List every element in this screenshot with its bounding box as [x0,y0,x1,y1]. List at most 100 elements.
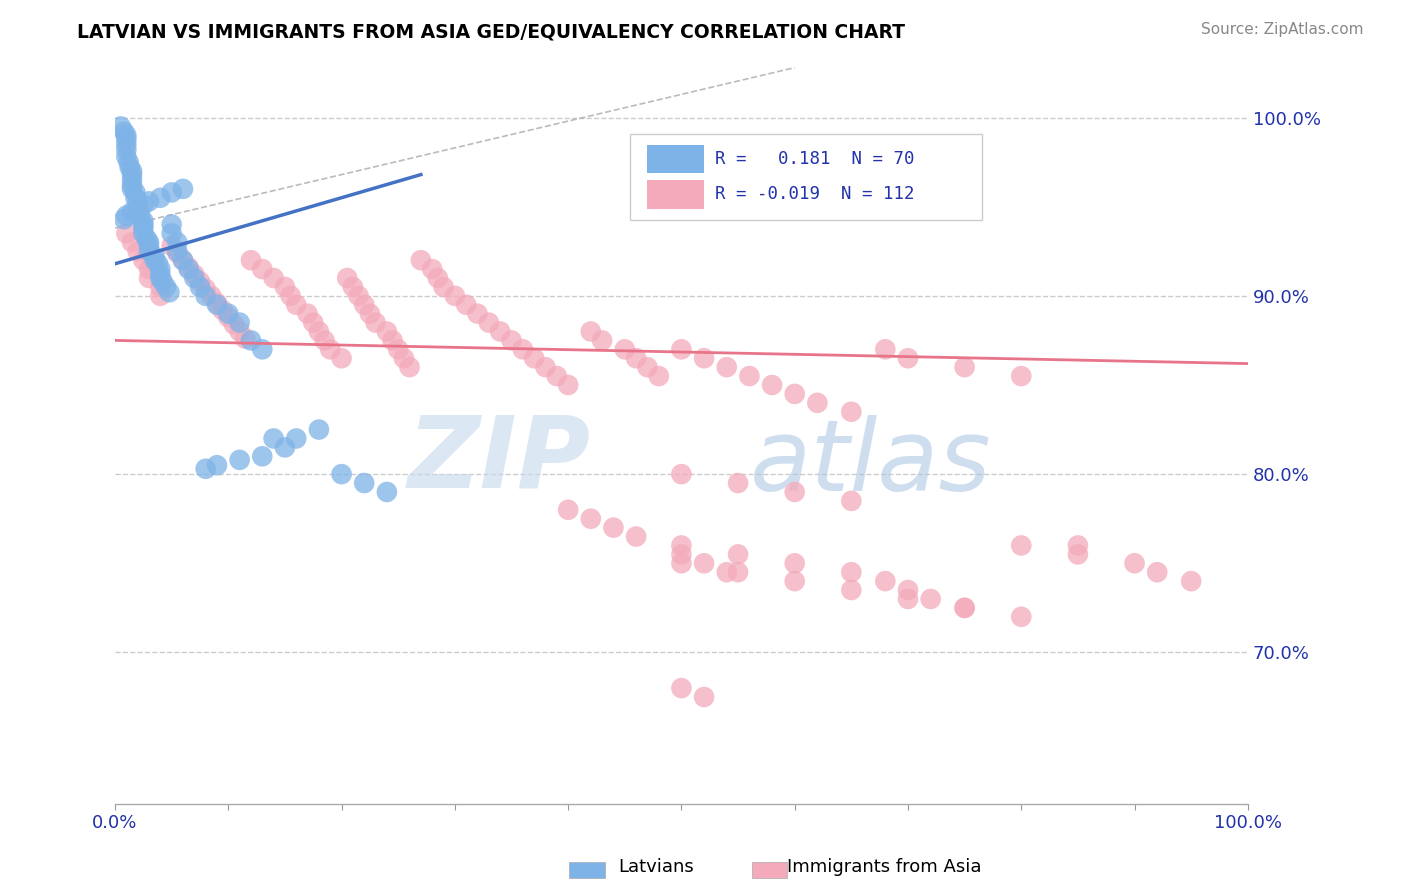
Point [115,128,138,143]
Point [217,310,239,325]
Point [285,432,308,446]
Point [761,378,783,392]
Point [875,343,897,357]
Point [149,271,172,285]
Point [112,212,135,227]
Point [135,232,157,246]
Point [188,275,211,289]
Point [1146,565,1168,579]
Point [143,253,166,268]
Point [841,565,863,579]
Point [132,218,155,232]
Point [160,218,183,232]
Point [115,137,138,152]
Point [671,538,693,552]
Point [1067,547,1090,561]
Point [233,332,256,346]
Point [557,378,579,392]
Point [110,120,132,134]
Point [1010,369,1032,384]
Point [330,467,353,482]
Point [115,143,138,157]
Point [314,334,336,348]
Text: R =   0.181  N = 70: R = 0.181 N = 70 [716,150,915,169]
Point [806,396,828,410]
Point [177,262,200,277]
Point [613,343,636,357]
Point [166,235,188,250]
Point [342,280,364,294]
Point [138,244,160,259]
Point [194,282,217,296]
Point [1067,538,1090,552]
Point [953,600,976,615]
Point [875,574,897,588]
Point [897,351,920,366]
Point [693,351,716,366]
Point [398,360,420,375]
Point [115,209,138,223]
Point [263,432,285,446]
Point [693,556,716,570]
Point [336,271,359,285]
Text: Source: ZipAtlas.com: Source: ZipAtlas.com [1201,22,1364,37]
Text: ZIP: ZIP [408,411,591,508]
Point [211,303,233,318]
Point [353,298,375,312]
Point [127,203,149,218]
Point [177,260,200,275]
Point [194,289,217,303]
Point [489,325,512,339]
Point [512,343,534,357]
FancyBboxPatch shape [630,134,981,220]
Point [1123,556,1146,570]
Point [124,191,146,205]
Point [129,209,152,223]
Point [160,239,183,253]
Point [143,250,166,264]
Point [155,280,177,294]
Point [727,547,749,561]
Point [149,289,172,303]
Point [252,450,274,464]
Point [127,196,149,211]
Point [579,512,602,526]
Point [392,351,415,366]
Point [121,235,143,250]
Point [274,441,297,455]
Point [648,369,671,384]
Point [364,316,387,330]
Point [239,253,262,268]
Point [671,343,693,357]
Point [121,205,143,219]
Point [636,360,658,375]
Point [166,246,188,260]
Point [727,476,749,491]
Point [375,325,398,339]
Point [228,316,250,330]
Point [222,318,245,332]
Point [115,227,138,241]
Point [118,161,141,175]
Point [387,343,409,357]
Point [456,298,478,312]
Point [117,155,139,169]
Point [280,289,302,303]
Point [263,271,285,285]
Point [624,530,647,544]
Point [121,168,143,182]
Point [149,280,172,294]
Point [546,369,568,384]
Point [132,227,155,241]
Point [671,467,693,482]
Point [347,289,370,303]
Point [783,387,806,401]
Point [127,244,149,259]
Point [205,298,228,312]
Point [783,485,806,500]
Point [112,125,135,139]
Point [121,182,143,196]
Point [274,280,297,294]
Point [160,227,183,241]
Point [217,307,239,321]
